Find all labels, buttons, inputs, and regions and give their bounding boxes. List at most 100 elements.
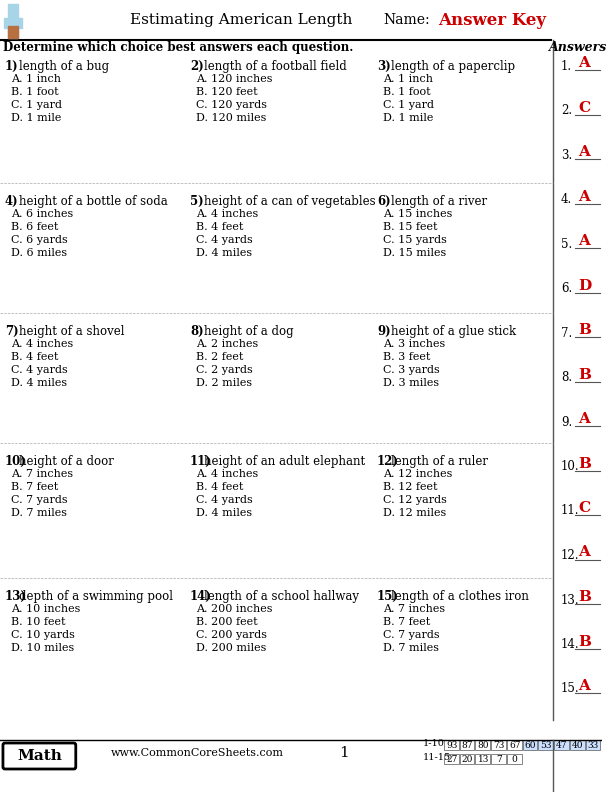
- Text: length of a paperclip: length of a paperclip: [390, 60, 515, 73]
- Text: 8): 8): [190, 325, 204, 338]
- Text: 2): 2): [190, 60, 204, 73]
- Text: D. 200 miles: D. 200 miles: [196, 643, 266, 653]
- Text: D. 1 mile: D. 1 mile: [382, 113, 433, 123]
- Text: B. 7 feet: B. 7 feet: [11, 482, 58, 492]
- FancyBboxPatch shape: [3, 743, 76, 769]
- Text: A. 10 inches: A. 10 inches: [11, 604, 80, 614]
- Text: height of a can of vegetables: height of a can of vegetables: [204, 195, 375, 208]
- Text: C. 15 yards: C. 15 yards: [382, 235, 447, 245]
- Text: B. 12 feet: B. 12 feet: [382, 482, 438, 492]
- Text: 53: 53: [540, 741, 552, 749]
- Bar: [476, 754, 490, 764]
- Text: 87: 87: [461, 741, 473, 749]
- Text: D. 7 miles: D. 7 miles: [11, 508, 67, 518]
- Text: A. 4 inches: A. 4 inches: [11, 339, 73, 349]
- Text: 13.: 13.: [561, 593, 580, 607]
- Text: 4): 4): [5, 195, 18, 208]
- Text: A: A: [578, 412, 591, 426]
- Text: 10): 10): [5, 455, 27, 468]
- Text: 3.: 3.: [561, 149, 572, 162]
- Text: 4.: 4.: [561, 193, 572, 206]
- Text: Name:: Name:: [384, 13, 430, 27]
- Text: B. 2 feet: B. 2 feet: [196, 352, 243, 362]
- Text: B. 120 feet: B. 120 feet: [196, 87, 258, 97]
- Text: A. 1 inch: A. 1 inch: [11, 74, 61, 84]
- Text: D. 4 miles: D. 4 miles: [196, 508, 252, 518]
- Text: B: B: [578, 323, 591, 337]
- Text: 73: 73: [493, 741, 505, 749]
- Text: B. 1 foot: B. 1 foot: [11, 87, 59, 97]
- Text: 20: 20: [461, 755, 473, 763]
- Text: 11): 11): [190, 455, 212, 468]
- Text: A. 12 inches: A. 12 inches: [382, 469, 452, 479]
- Text: 40: 40: [572, 741, 583, 749]
- Bar: [8, 4, 18, 38]
- Text: B. 10 feet: B. 10 feet: [11, 617, 65, 627]
- Text: D: D: [578, 279, 591, 292]
- Text: D. 10 miles: D. 10 miles: [11, 643, 74, 653]
- Text: A. 4 inches: A. 4 inches: [196, 469, 258, 479]
- Text: depth of a swimming pool: depth of a swimming pool: [19, 590, 173, 603]
- Text: length of a football field: length of a football field: [204, 60, 346, 73]
- Text: 7): 7): [5, 325, 18, 338]
- Text: C. 4 yards: C. 4 yards: [196, 495, 253, 505]
- Bar: [8, 26, 18, 38]
- Text: D. 4 miles: D. 4 miles: [11, 378, 67, 388]
- Text: A. 6 inches: A. 6 inches: [11, 209, 73, 219]
- Text: 80: 80: [477, 741, 489, 749]
- Text: A: A: [578, 546, 591, 559]
- Text: height of a dog: height of a dog: [204, 325, 293, 338]
- Text: A. 4 inches: A. 4 inches: [196, 209, 258, 219]
- Text: 33: 33: [588, 741, 599, 749]
- Text: A. 200 inches: A. 200 inches: [196, 604, 272, 614]
- Text: B: B: [578, 367, 591, 382]
- Text: 12): 12): [377, 455, 399, 468]
- Text: A. 15 inches: A. 15 inches: [382, 209, 452, 219]
- Text: D. 3 miles: D. 3 miles: [382, 378, 439, 388]
- Bar: [460, 740, 474, 750]
- Text: A: A: [578, 679, 591, 693]
- Bar: [570, 740, 584, 750]
- Text: C. 3 yards: C. 3 yards: [382, 365, 439, 375]
- Text: 1-10: 1-10: [423, 738, 445, 748]
- Text: Math: Math: [17, 749, 62, 763]
- Bar: [539, 740, 553, 750]
- Text: C: C: [578, 501, 591, 515]
- Bar: [507, 754, 521, 764]
- Text: length of a bug: length of a bug: [19, 60, 109, 73]
- Text: C. 7 yards: C. 7 yards: [382, 630, 439, 640]
- Text: B. 15 feet: B. 15 feet: [382, 222, 438, 232]
- Text: B: B: [578, 590, 591, 604]
- Text: 15): 15): [377, 590, 398, 603]
- Text: C. 7 yards: C. 7 yards: [11, 495, 67, 505]
- Text: 67: 67: [509, 741, 520, 749]
- Text: C. 12 yards: C. 12 yards: [382, 495, 447, 505]
- Text: A. 120 inches: A. 120 inches: [196, 74, 272, 84]
- Bar: [444, 740, 458, 750]
- Bar: [507, 740, 521, 750]
- Bar: [491, 754, 506, 764]
- Bar: [586, 740, 600, 750]
- Text: 2.: 2.: [561, 104, 572, 117]
- Text: height of a shovel: height of a shovel: [19, 325, 124, 338]
- Text: 14): 14): [190, 590, 212, 603]
- Text: A. 3 inches: A. 3 inches: [382, 339, 445, 349]
- Text: B. 1 foot: B. 1 foot: [382, 87, 430, 97]
- Text: B: B: [578, 456, 591, 470]
- Text: C. 4 yards: C. 4 yards: [11, 365, 67, 375]
- Text: C. 10 yards: C. 10 yards: [11, 630, 75, 640]
- Text: D. 2 miles: D. 2 miles: [196, 378, 252, 388]
- Text: 1: 1: [340, 746, 349, 760]
- Text: length of a school hallway: length of a school hallway: [204, 590, 359, 603]
- Text: 5.: 5.: [561, 238, 572, 250]
- Text: D. 15 miles: D. 15 miles: [382, 248, 446, 258]
- Bar: [554, 740, 569, 750]
- Text: C. 200 yards: C. 200 yards: [196, 630, 267, 640]
- Text: 9.: 9.: [561, 416, 572, 428]
- Text: D. 4 miles: D. 4 miles: [196, 248, 252, 258]
- Text: www.CommonCoreSheets.com: www.CommonCoreSheets.com: [110, 748, 283, 758]
- Text: C. 1 yard: C. 1 yard: [382, 100, 434, 110]
- Text: B. 4 feet: B. 4 feet: [11, 352, 58, 362]
- Bar: [4, 18, 21, 28]
- Bar: [444, 754, 458, 764]
